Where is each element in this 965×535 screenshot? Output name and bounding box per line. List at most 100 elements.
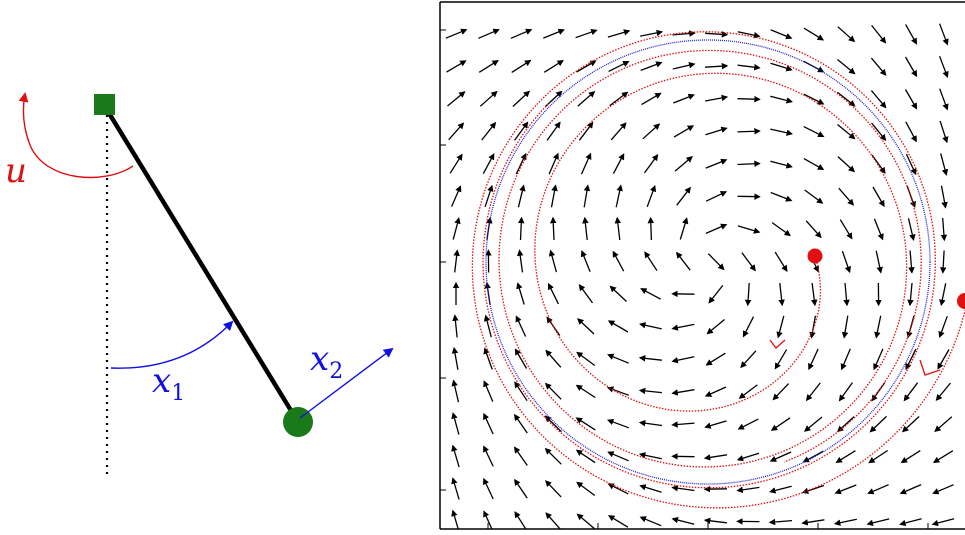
- field-arrow: [905, 121, 917, 143]
- field-arrow: [548, 249, 558, 273]
- field-arrow: [549, 216, 557, 241]
- velocity-label: x2: [310, 339, 343, 384]
- field-arrow: [741, 252, 756, 272]
- field-arrow: [517, 184, 526, 208]
- field-arrow: [704, 62, 729, 70]
- field-arrow: [703, 517, 727, 525]
- field-arrow: [903, 382, 919, 402]
- field-arrow: [769, 451, 792, 462]
- field-arrow: [705, 352, 726, 366]
- pivot-square: [94, 94, 115, 115]
- field-arrow: [672, 62, 696, 70]
- field-arrow: [905, 348, 917, 371]
- field-arrow: [608, 60, 630, 72]
- field-arrow: [837, 123, 856, 140]
- field-arrow: [646, 184, 657, 208]
- field-arrow: [774, 349, 788, 370]
- trajectory-inner: [498, 49, 922, 468]
- field-arrow: [871, 122, 887, 142]
- field-arrow: [671, 356, 695, 364]
- field-arrow: [671, 484, 695, 492]
- field-arrow: [513, 121, 529, 141]
- field-arrow: [647, 216, 655, 241]
- field-arrow: [451, 379, 460, 403]
- field-arrow: [770, 160, 793, 169]
- field-arrow: [640, 29, 664, 37]
- field-arrow: [907, 282, 914, 307]
- field-arrow: [513, 446, 528, 466]
- field-arrow: [448, 122, 465, 141]
- field-arrow: [639, 322, 662, 330]
- field-arrow: [737, 418, 759, 430]
- field-arrow: [510, 28, 533, 39]
- field-arrow: [938, 315, 948, 339]
- field-arrow: [772, 383, 790, 401]
- field-arrow: [679, 217, 689, 240]
- field-arrow: [940, 185, 948, 209]
- field-arrow: [803, 27, 825, 41]
- field-arrow: [609, 91, 629, 107]
- trajectory-inner-start: [807, 248, 823, 264]
- field-arrow: [705, 94, 729, 102]
- field-arrow: [577, 90, 596, 107]
- field-arrow: [704, 386, 727, 397]
- field-arrow: [770, 417, 791, 431]
- field-arrow: [673, 125, 695, 138]
- field-arrow: [740, 350, 757, 369]
- field-arrow: [778, 283, 785, 307]
- field-arrow: [451, 346, 459, 370]
- field-arrow: [575, 449, 596, 464]
- field-arrow: [451, 185, 462, 207]
- field-arrow: [511, 59, 532, 73]
- field-arrow: [940, 153, 949, 176]
- field-arrow: [641, 92, 662, 106]
- field-arrow: [576, 351, 596, 367]
- field-arrow: [907, 218, 916, 241]
- field-arrow: [514, 348, 528, 369]
- field-arrow: [811, 283, 818, 307]
- field-arrow: [479, 90, 498, 107]
- field-arrow: [644, 251, 658, 272]
- field-arrow: [452, 217, 461, 240]
- field-arrow: [939, 283, 947, 307]
- field-arrow: [808, 348, 819, 371]
- field-arrow: [939, 120, 949, 144]
- field-arrow: [708, 284, 724, 304]
- field-arrow: [544, 415, 562, 433]
- field-arrow: [873, 218, 884, 241]
- field-arrow: [577, 318, 595, 335]
- field-arrow: [737, 31, 761, 39]
- field-arrow: [803, 93, 825, 105]
- field-arrow: [805, 220, 822, 239]
- field-arrow: [543, 60, 564, 73]
- field-arrow: [705, 191, 728, 202]
- field-arrow: [446, 60, 467, 73]
- control-torque-arrow: [18, 92, 134, 179]
- field-arrow: [843, 282, 850, 307]
- field-arrow: [478, 28, 500, 39]
- field-arrow: [939, 88, 949, 111]
- field-arrow: [939, 250, 947, 274]
- field-arrow: [938, 23, 949, 46]
- field-arrow: [840, 348, 851, 371]
- field-arrow: [484, 184, 494, 208]
- field-arrow: [606, 386, 630, 396]
- control-label: u: [5, 151, 27, 191]
- field-arrow: [803, 126, 825, 137]
- field-arrow: [483, 510, 493, 529]
- field-arrow: [576, 481, 596, 497]
- field-arrow: [744, 282, 752, 307]
- trajectory-outer: [471, 31, 965, 509]
- field-arrow: [774, 251, 788, 273]
- field-arrow: [703, 454, 728, 461]
- field-arrow: [483, 380, 494, 402]
- field-arrow: [607, 515, 629, 528]
- field-arrow: [512, 90, 531, 107]
- field-arrow: [870, 57, 887, 76]
- field-arrow: [899, 518, 922, 527]
- axis-ticks: [440, 29, 929, 529]
- trajectory-inner-arrowhead: [769, 339, 786, 349]
- field-arrow: [838, 187, 855, 206]
- field-arrow: [673, 93, 695, 104]
